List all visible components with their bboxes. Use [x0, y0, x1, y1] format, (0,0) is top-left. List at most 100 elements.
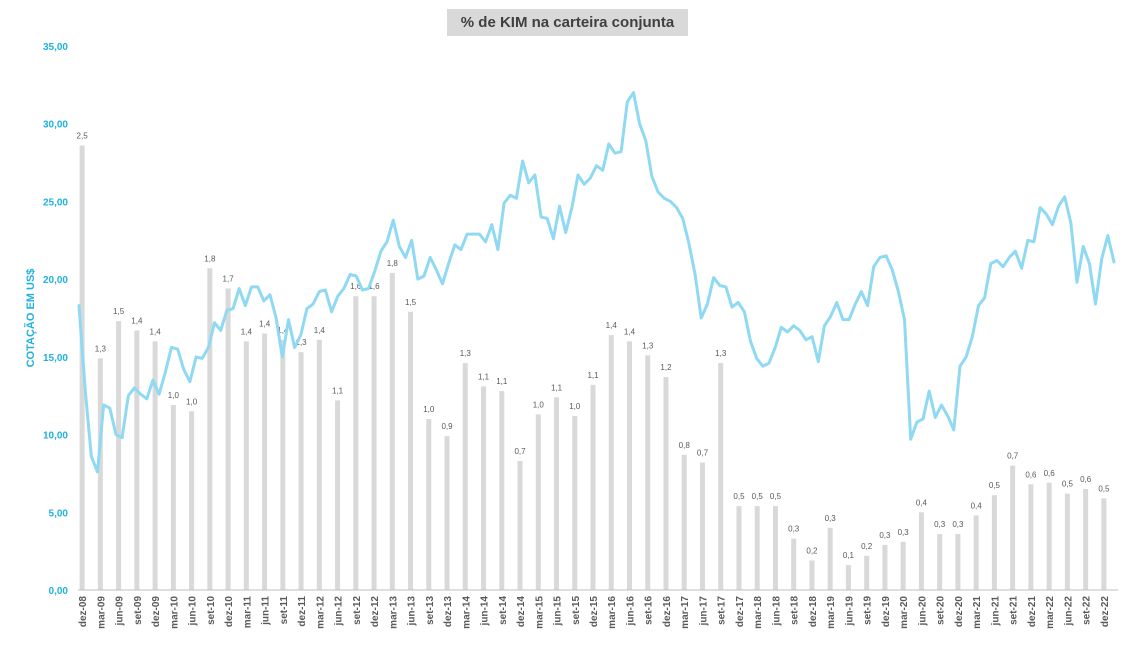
bar: [97, 358, 103, 590]
bar: [189, 411, 195, 590]
bar: [772, 506, 778, 590]
bar: [845, 565, 851, 590]
bar-data-label: 1,6: [368, 282, 380, 291]
bar-data-label: 0,5: [1062, 480, 1074, 489]
x-tick-label: set-10: [206, 596, 217, 625]
y-tick-label: 20,00: [43, 275, 68, 286]
x-tick-label: jun-18: [771, 596, 782, 627]
bar-data-label: 1,7: [223, 274, 235, 283]
x-tick-label: jun-17: [698, 596, 709, 627]
x-tick-label: dez-12: [370, 596, 381, 628]
bar: [262, 333, 268, 590]
bar: [1028, 484, 1034, 590]
bar-data-label: 1,1: [478, 372, 490, 381]
bar: [991, 495, 997, 590]
x-tick-label: jun-22: [1063, 596, 1074, 627]
bar: [444, 436, 450, 590]
x-tick-label: mar-22: [1045, 596, 1056, 629]
series-line: [77, 91, 1116, 474]
bar: [389, 272, 395, 590]
bar-data-label: 1,4: [624, 327, 636, 336]
bar: [225, 288, 231, 590]
bar: [408, 311, 414, 590]
bar: [827, 527, 833, 590]
bar: [134, 330, 140, 590]
bar: [316, 339, 322, 590]
bar: [280, 339, 286, 590]
bar: [663, 377, 669, 590]
bar-data-label: 1,1: [332, 386, 344, 395]
bar-data-label: 1,0: [186, 397, 198, 406]
x-tick-label: mar-20: [899, 596, 910, 629]
bar-data-label: 2,5: [77, 131, 89, 140]
bar-data-label: 1,2: [660, 363, 672, 372]
x-tick-label: set-12: [352, 596, 363, 625]
y-tick-label: 35,00: [43, 42, 68, 53]
bar: [535, 414, 541, 590]
bar-data-label: 0,4: [916, 498, 928, 507]
bar: [207, 268, 213, 590]
x-tick-label: dez-19: [881, 596, 892, 628]
x-tick-label: mar-13: [388, 596, 399, 629]
bar-data-label: 0,2: [861, 542, 873, 551]
x-tick-label: jun-16: [625, 596, 636, 627]
bar: [645, 355, 651, 590]
bar: [699, 462, 705, 590]
bar-data-label: 0,5: [733, 492, 745, 501]
bar: [481, 386, 487, 590]
x-tick-label: jun-09: [115, 596, 126, 627]
bar: [754, 506, 760, 590]
x-tick-label: dez-10: [224, 596, 235, 628]
bar: [791, 538, 797, 590]
x-tick-label: dez-20: [954, 596, 965, 628]
x-tick-label: jun-13: [407, 596, 418, 627]
bar: [900, 541, 906, 590]
bar: [1083, 488, 1089, 590]
x-tick-label: jun-20: [917, 596, 928, 627]
x-tick-label: mar-10: [169, 596, 180, 629]
x-tick-label: mar-21: [972, 596, 983, 629]
bar-data-label: 0,9: [441, 422, 453, 431]
x-tick-label: mar-12: [315, 596, 326, 629]
bar-data-label: 1,1: [551, 383, 563, 392]
bar-data-label: 0,5: [770, 492, 782, 501]
bar: [152, 341, 158, 590]
x-tick-label: set-13: [425, 596, 436, 625]
bar-data-label: 1,4: [259, 320, 271, 329]
bar-data-label: 1,3: [460, 349, 472, 358]
bar: [335, 400, 341, 590]
bar-data-label: 0,6: [1080, 475, 1092, 484]
x-tick-label: dez-09: [151, 596, 162, 628]
y-axis-label: COTAÇÃO EM US$: [24, 269, 37, 368]
x-tick-label: jun-21: [990, 596, 1001, 627]
bar-data-label: 0,6: [1025, 470, 1037, 479]
y-tick-label: 30,00: [43, 120, 68, 131]
x-tick-label: jun-15: [553, 596, 564, 627]
bar-data-label: 0,5: [989, 481, 1001, 490]
bar: [937, 534, 943, 590]
x-tick-label: dez-16: [662, 596, 673, 628]
bar-data-label: 0,7: [697, 449, 709, 458]
x-tick-label: dez-13: [443, 596, 454, 628]
bar: [1064, 493, 1070, 590]
bar: [1046, 482, 1052, 590]
bar: [572, 415, 578, 590]
bar-data-label: 0,3: [898, 528, 910, 537]
bar-data-label: 0,8: [679, 441, 691, 450]
y-tick-label: 5,00: [49, 508, 69, 519]
bar-data-label: 0,5: [1098, 484, 1110, 493]
x-tick-label: mar-19: [826, 596, 837, 629]
x-tick-label: set-21: [1009, 596, 1020, 625]
y-tick-label: 10,00: [43, 431, 68, 442]
bar-data-label: 1,4: [131, 316, 143, 325]
y-tick-label: 15,00: [43, 353, 68, 364]
bar-data-label: 1,4: [150, 327, 162, 336]
x-tick-label: set-18: [790, 596, 801, 625]
bar: [718, 363, 724, 590]
bar: [864, 555, 870, 590]
bar: [499, 391, 505, 590]
x-tick-label: jun-11: [261, 596, 272, 626]
bar: [918, 512, 924, 590]
